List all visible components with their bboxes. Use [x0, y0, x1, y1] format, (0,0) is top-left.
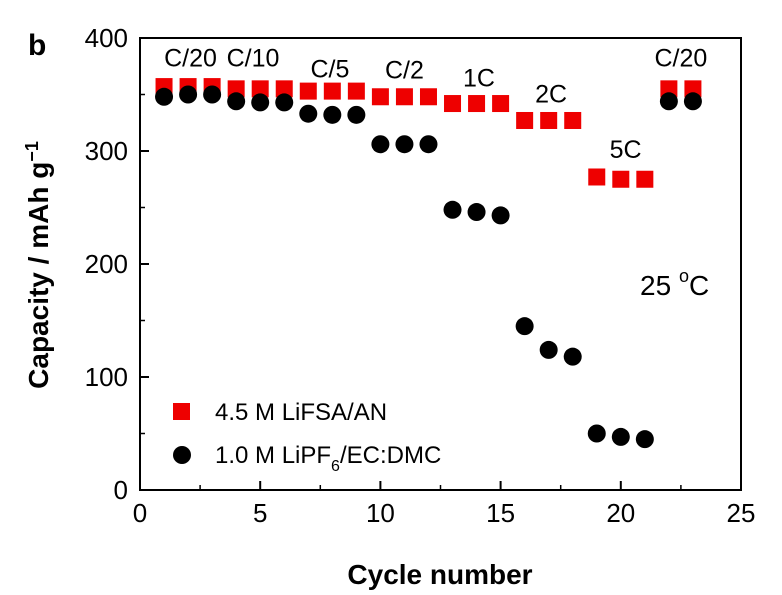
data-point-lipf6: [179, 85, 198, 104]
rate-label: 2C: [535, 80, 567, 108]
data-point-lifsa: [540, 111, 558, 129]
data-point-lifsa: [636, 170, 654, 188]
data-point-lifsa: [564, 111, 582, 129]
data-point-lifsa: [371, 88, 389, 106]
data-point-lipf6: [563, 347, 582, 366]
data-point-lipf6: [443, 200, 462, 219]
y-axis-title-main: Capacity / mAh g: [23, 162, 54, 389]
data-point-lifsa: [419, 88, 437, 106]
legend-label-lipf6-main: 1.0 M LiPF: [215, 442, 331, 469]
data-point-lipf6: [299, 104, 318, 123]
data-point-lifsa: [492, 95, 510, 113]
temperature-value: 25: [640, 270, 679, 301]
y-tick-label: 0: [114, 475, 128, 505]
data-point-lipf6: [347, 105, 366, 124]
rate-label: C/20: [654, 44, 707, 72]
x-tick-label: 5: [253, 498, 267, 528]
y-tick-label: 200: [85, 249, 128, 279]
rate-label: 5C: [610, 136, 642, 164]
series-lipf6-ec-dmc: [155, 85, 702, 449]
data-point-lifsa: [347, 82, 365, 100]
y-tick-label: 100: [85, 362, 128, 392]
temperature-degree-sup: o: [679, 266, 689, 286]
data-point-lipf6: [491, 206, 510, 225]
y-tick-label: 400: [85, 23, 128, 53]
data-point-lifsa: [323, 82, 341, 100]
data-point-lipf6: [683, 92, 702, 111]
data-point-lipf6: [419, 135, 438, 154]
data-point-lipf6: [275, 93, 294, 112]
y-tick-labels: 0 100 200 300 400: [85, 23, 128, 505]
data-point-lipf6: [323, 105, 342, 124]
data-point-lifsa: [395, 88, 413, 106]
data-point-lifsa: [468, 95, 486, 113]
data-point-lipf6: [371, 135, 390, 154]
data-point-lifsa: [684, 80, 702, 98]
data-point-lipf6: [515, 317, 534, 336]
data-point-lipf6: [611, 427, 630, 446]
data-point-lipf6: [227, 92, 246, 111]
x-tick-label: 10: [366, 498, 395, 528]
data-point-lifsa: [227, 80, 245, 98]
axis-ticks: [139, 37, 742, 491]
temperature-annotation: 25 oC: [640, 266, 709, 301]
data-point-lipf6: [155, 87, 174, 106]
y-tick-label: 300: [85, 136, 128, 166]
legend-label-lipf6: 1.0 M LiPF6/EC:DMC: [215, 442, 441, 475]
data-point-lipf6: [659, 92, 678, 111]
legend-label-lipf6-sub: 6: [331, 458, 340, 475]
x-tick-labels: 0 5 10 15 20 25: [133, 498, 756, 528]
rate-labels: C/20 C/10 C/5 C/2 1C 2C 5C C/20: [164, 44, 707, 164]
x-tick-label: 15: [486, 498, 515, 528]
data-point-lipf6: [203, 85, 222, 104]
temperature-unit: C: [689, 270, 709, 301]
data-point-lifsa: [299, 82, 317, 100]
data-point-lipf6: [635, 430, 654, 449]
legend-label-lipf6-rest: /EC:DMC: [340, 442, 441, 469]
data-point-lipf6: [395, 135, 414, 154]
data-point-lifsa: [516, 111, 534, 129]
rate-label: 1C: [463, 65, 495, 93]
legend: 4.5 M LiFSA/AN 1.0 M LiPF6/EC:DMC: [173, 399, 441, 475]
y-axis-title: Capacity / mAh g−1: [22, 141, 54, 389]
data-point-lipf6: [467, 203, 486, 222]
legend-marker-circle: [173, 446, 191, 464]
rate-label: C/20: [164, 44, 217, 72]
data-point-lifsa: [275, 80, 293, 98]
legend-marker-square: [173, 403, 190, 420]
data-point-lipf6: [251, 93, 270, 112]
rate-label: C/2: [385, 57, 424, 85]
x-tick-label: 25: [727, 498, 756, 528]
x-axis-title: Cycle number: [347, 559, 532, 590]
panel-label: b: [28, 29, 46, 62]
data-point-lifsa: [444, 95, 462, 113]
legend-label-lifsa-an: 4.5 M LiFSA/AN: [215, 399, 387, 426]
data-point-lifsa: [251, 80, 269, 98]
rate-label: C/10: [227, 44, 280, 72]
data-point-lifsa: [588, 168, 606, 186]
y-axis-title-superscript: −1: [22, 141, 42, 162]
data-point-lipf6: [539, 340, 558, 359]
data-point-lifsa: [612, 170, 630, 188]
data-point-lipf6: [587, 424, 606, 443]
rate-label: C/5: [310, 56, 349, 84]
data-point-lifsa: [660, 80, 678, 98]
x-tick-label: 20: [606, 498, 635, 528]
x-tick-label: 0: [133, 498, 147, 528]
